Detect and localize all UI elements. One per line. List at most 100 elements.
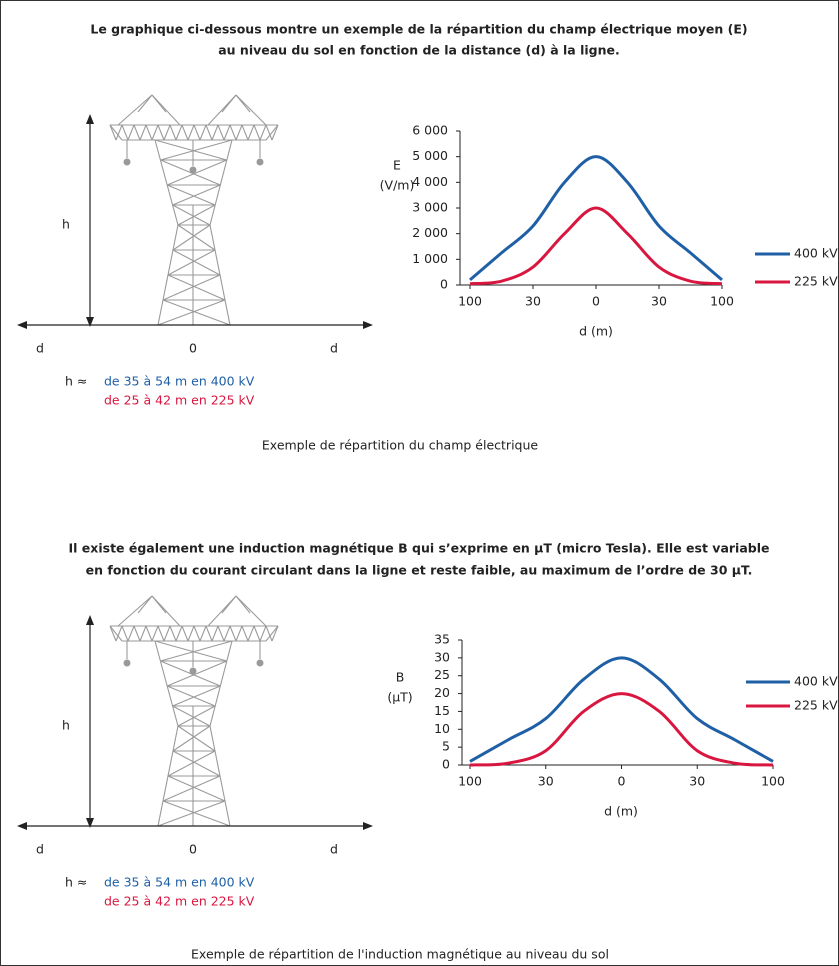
pylon-diagram: h d 0 d h ≈ de 35 à 54 m en 400 kV de 25 à 42 … — [17, 595, 373, 909]
pylon-line — [163, 625, 171, 642]
insulator — [256, 659, 264, 667]
pylon-line — [162, 299, 231, 326]
pylon-line — [109, 625, 117, 642]
arrowhead — [363, 321, 373, 329]
x-tick-label: 30 — [651, 294, 667, 309]
pylon-line — [181, 625, 189, 642]
x-tick-label: 100 — [761, 774, 785, 789]
pylon-line — [139, 124, 147, 141]
y-tick-label: 10 — [434, 721, 450, 736]
pylon-line — [154, 640, 179, 727]
pylon-line — [160, 139, 233, 161]
pylon-line — [235, 94, 267, 126]
pylon-line — [193, 124, 201, 141]
h-label: h — [62, 217, 70, 232]
pylon-line — [177, 705, 216, 727]
pylon-line — [253, 625, 261, 642]
y-tick-label: 5 000 — [412, 148, 448, 163]
pylon-line — [223, 625, 231, 642]
pylon-line — [209, 640, 233, 727]
pylon-line — [167, 249, 216, 276]
pylon-line — [127, 124, 135, 141]
pylon-line — [172, 685, 221, 707]
arrowhead — [86, 615, 94, 625]
y-tick-label: 1 000 — [412, 251, 448, 266]
pylon-line — [271, 625, 279, 642]
center-label: 0 — [189, 341, 197, 356]
pylon-line — [127, 625, 135, 642]
h-note-225: de 25 à 42 m en 225 kV — [104, 894, 255, 909]
pylon-line — [172, 184, 221, 206]
d-label: d — [330, 842, 338, 857]
pylon-line — [137, 595, 153, 614]
pylon-line — [145, 124, 153, 141]
pylon-diagram: h d 0 d h ≈ de 35 à 54 m en 400 kV de 25 à 42 … — [17, 94, 373, 408]
x-tick-label: 100 — [458, 774, 482, 789]
series-line — [469, 692, 774, 767]
y-tick-label: 3 000 — [412, 200, 448, 215]
pylon-line — [265, 625, 279, 642]
pylon-line — [223, 124, 231, 141]
pylon-line — [217, 124, 225, 141]
pylon-line — [229, 124, 237, 141]
d-label: d — [36, 341, 44, 356]
x-tick-label: 30 — [538, 774, 554, 789]
y-axis-label: (µT) — [387, 690, 412, 705]
legend-label: 400 kV — [794, 674, 838, 689]
x-tick-label: 100 — [458, 294, 482, 309]
pylon-line — [241, 124, 249, 141]
pylon-line — [109, 124, 117, 141]
x-axis-label: d (m) — [579, 324, 613, 339]
series-line — [469, 206, 723, 286]
pylon-line — [259, 625, 267, 642]
pylon-line — [115, 625, 123, 642]
caption: Exemple de répartition du champ électriq… — [262, 438, 538, 453]
arrowhead — [17, 822, 27, 830]
pylon-line — [157, 800, 226, 827]
pylon-line — [166, 660, 228, 687]
pylon-line — [117, 94, 153, 126]
pylon-line — [167, 750, 216, 777]
pylon-line — [133, 625, 141, 642]
pylon-line — [175, 625, 183, 642]
pylon-line — [157, 625, 165, 642]
pylon-line — [175, 124, 183, 141]
pylon-line — [154, 139, 227, 161]
pylon-line — [160, 660, 221, 687]
pylon-line — [154, 640, 227, 662]
arrowhead — [86, 114, 94, 124]
pylon-line — [172, 249, 221, 276]
x-tick-label: 0 — [592, 294, 600, 309]
pylon-line — [172, 224, 211, 251]
insulator — [189, 667, 197, 675]
pylon-line — [229, 625, 237, 642]
pylon-line — [177, 725, 216, 752]
pylon-line — [217, 625, 225, 642]
insulator — [123, 659, 131, 667]
pylon-line — [177, 224, 216, 251]
series-line — [469, 155, 723, 282]
pylon-line — [172, 750, 221, 777]
pylon-line — [157, 299, 226, 326]
pylon-line — [259, 124, 267, 141]
pylon-line — [162, 800, 231, 827]
pylon-line — [166, 159, 228, 186]
insulator — [189, 166, 197, 174]
y-tick-label: 30 — [434, 649, 450, 664]
y-tick-label: 0 — [440, 277, 448, 292]
legend-label: 400 kV — [794, 246, 838, 261]
intro-line: en fonction du courant circulant dans la… — [86, 563, 753, 578]
pylon-line — [241, 625, 249, 642]
pylon-line — [211, 124, 219, 141]
pylon-line — [121, 124, 129, 141]
y-axis-label: (V/m) — [380, 178, 415, 193]
pylon-line — [163, 124, 171, 141]
series-line — [469, 656, 774, 763]
pylon-line — [221, 94, 237, 113]
pylon-line — [172, 705, 211, 727]
y-axis-label: E — [393, 158, 401, 173]
pylon-line — [154, 139, 179, 226]
y-tick-label: 0 — [442, 757, 450, 772]
pylon-line — [187, 124, 195, 141]
pylon-line — [117, 595, 153, 627]
